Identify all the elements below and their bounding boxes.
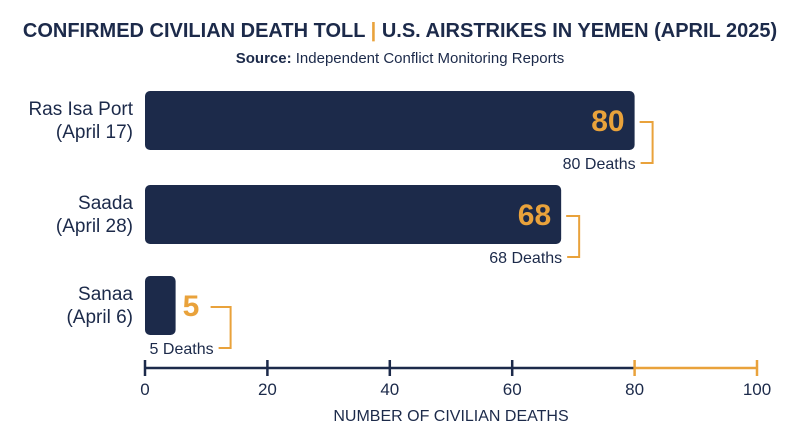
chart-title-main: CONFIRMED CIVILIAN DEATH TOLL: [22, 20, 366, 42]
chart-title: CONFIRMED CIVILIAN DEATH TOLL | U.S. AIR…: [0, 20, 800, 43]
annotation-label: 68 Deaths: [489, 250, 562, 267]
category-label: Ras Isa Port (April 17): [28, 99, 133, 143]
source-label: Source:: [235, 50, 292, 67]
chart-title-separator: |: [370, 20, 377, 42]
annotation-bracket: [566, 215, 581, 258]
x-axis-title: NUMBER OF CIVILIAN DEATHS: [333, 408, 568, 425]
chart-title-sub: U.S. AIRSTRIKES IN YEMEN (APRIL 2025): [381, 20, 778, 42]
category-label-line: Saada: [78, 193, 133, 214]
annotation-label: 80 Deaths: [563, 156, 636, 173]
bar: [145, 185, 562, 244]
x-tick-label: 20: [258, 380, 277, 399]
x-tick-label: 40: [380, 380, 399, 399]
value-label: 80: [591, 105, 624, 138]
x-tick-label: 0: [140, 380, 149, 399]
annotation-bracket: [639, 121, 654, 164]
source-text: Independent Conflict Monitoring Reports: [295, 50, 565, 67]
category-label-line: (April 17): [56, 122, 133, 143]
bar: [145, 91, 635, 150]
category-label-line: (April 6): [66, 307, 133, 328]
category-label-line: (April 28): [56, 216, 133, 237]
annotation-label: 5 Deaths: [150, 341, 214, 358]
bar: [145, 276, 176, 335]
x-tick-label: 100: [743, 380, 771, 399]
x-tick-label: 60: [503, 380, 522, 399]
annotation-bracket: [210, 306, 232, 349]
chart-source: Source: Independent Conflict Monitoring …: [0, 50, 800, 67]
value-label: 5: [183, 290, 200, 323]
x-tick-label: 80: [625, 380, 644, 399]
category-label: Sanaa (April 6): [66, 284, 133, 328]
category-label-line: Ras Isa Port: [28, 99, 133, 120]
category-label-line: Sanaa: [78, 284, 133, 305]
category-label: Saada (April 28): [56, 193, 133, 237]
value-label: 68: [518, 199, 551, 232]
